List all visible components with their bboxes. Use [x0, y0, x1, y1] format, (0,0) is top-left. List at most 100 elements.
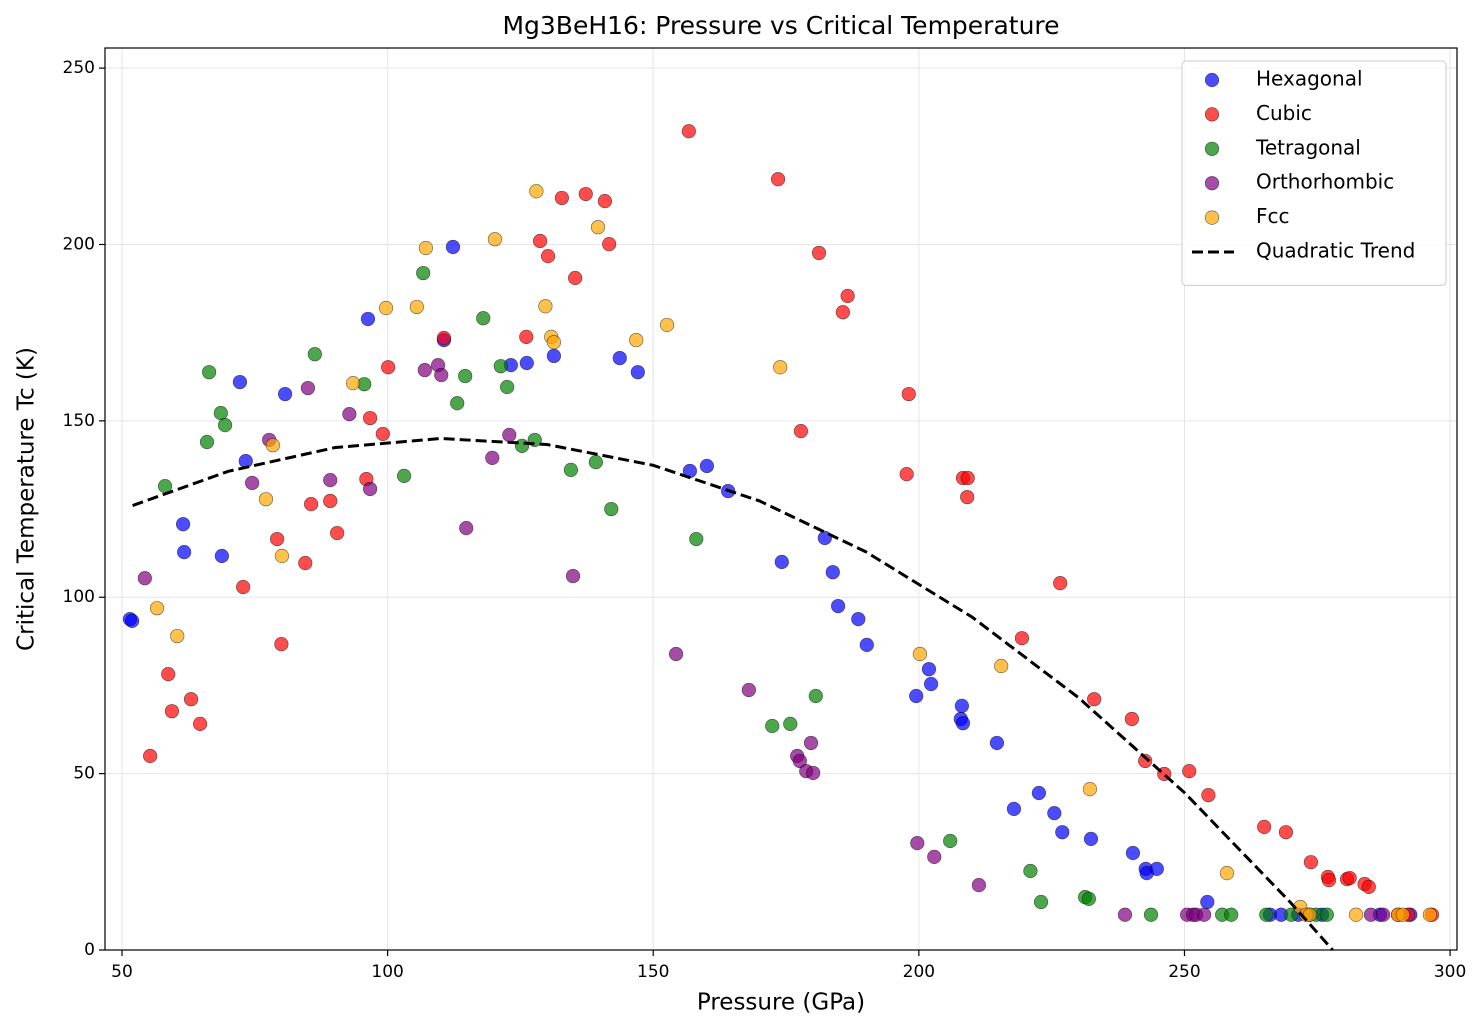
- scatter-point: [1082, 782, 1098, 797]
- scatter-point: [825, 565, 840, 580]
- y-tick-label: 100: [63, 587, 95, 607]
- legend-marker: [1204, 72, 1220, 88]
- scatter-point: [612, 350, 627, 366]
- scatter-point: [806, 765, 821, 781]
- scatter-point: [1278, 825, 1294, 840]
- scatter-point: [909, 688, 924, 704]
- scatter-point: [989, 735, 1005, 751]
- scatter-point: [519, 355, 534, 371]
- scatter-point: [1361, 879, 1376, 894]
- scatter-point: [1284, 907, 1299, 922]
- scatter-point: [1319, 907, 1334, 922]
- scatter-point: [304, 497, 319, 512]
- scatter-point: [840, 288, 855, 304]
- scatter-point: [602, 237, 617, 252]
- scatter-point: [1033, 894, 1049, 910]
- scatter-point: [476, 311, 491, 326]
- legend-label: Cubic: [1256, 101, 1312, 125]
- scatter-point: [1053, 576, 1068, 591]
- x-tick-label: 150: [637, 962, 669, 982]
- scatter-point: [792, 753, 807, 769]
- scatter-point: [546, 335, 561, 350]
- y-tick-label: 200: [63, 234, 95, 254]
- scatter-point: [540, 249, 556, 264]
- scatter-point: [1257, 819, 1272, 834]
- scatter-point: [1342, 870, 1357, 886]
- scatter-point: [434, 367, 449, 383]
- chart-title: Mg3BeH16: Pressure vs Critical Temperatu…: [502, 11, 1059, 40]
- scatter-point: [529, 184, 544, 199]
- scatter-point: [803, 735, 819, 751]
- scatter-point: [1083, 831, 1099, 846]
- scatter-point: [565, 568, 581, 584]
- scatter-point: [741, 682, 756, 698]
- x-tick-label: 100: [371, 962, 403, 982]
- scatter-point: [1031, 785, 1047, 801]
- scatter-point: [323, 473, 338, 488]
- scatter-point: [238, 453, 253, 469]
- scatter-point: [597, 193, 612, 209]
- scatter-point: [514, 438, 530, 454]
- scatter-point: [177, 544, 192, 560]
- scatter-point: [450, 396, 465, 411]
- scatter-point: [831, 598, 846, 614]
- legend-box: [1181, 60, 1447, 286]
- scatter-point: [689, 531, 704, 547]
- scatter-point: [396, 468, 412, 483]
- scatter-point: [199, 434, 215, 450]
- scatter-point: [1197, 907, 1212, 922]
- scatter-point: [859, 637, 874, 652]
- scatter-point: [418, 240, 433, 256]
- scatter-point: [161, 667, 176, 682]
- scatter-point: [137, 571, 152, 586]
- scatter-point: [629, 332, 644, 348]
- scatter-point: [901, 386, 916, 402]
- scatter-point: [699, 458, 714, 474]
- scatter-point: [546, 348, 561, 364]
- scatter-point: [493, 359, 508, 374]
- scatter-point: [630, 365, 645, 380]
- scatter-point: [835, 305, 850, 320]
- scatter-point: [175, 517, 191, 532]
- legend: Hexagonal Cubic Tetragonal Orthorhombic Fcc Q…: [1181, 60, 1447, 286]
- scatter-point: [899, 467, 914, 482]
- scatter-point: [1125, 845, 1141, 861]
- scatter-point: [1224, 907, 1239, 922]
- x-tick-label: 50: [111, 962, 133, 982]
- scatter-point: [330, 525, 345, 541]
- scatter-point: [1014, 631, 1030, 646]
- scatter-point: [214, 548, 229, 564]
- scatter-point: [851, 612, 866, 627]
- legend-label: Quadratic Trend: [1256, 239, 1415, 263]
- legend-marker: [1204, 210, 1220, 225]
- scatter-point: [362, 410, 378, 426]
- scatter-point: [245, 475, 260, 491]
- scatter-point: [375, 426, 390, 442]
- scatter-point: [1138, 753, 1153, 769]
- scatter-point: [487, 232, 503, 247]
- scatter-point: [164, 704, 180, 719]
- scatter-point: [765, 718, 780, 734]
- scatter-point: [519, 329, 534, 345]
- legend-marker: [1204, 141, 1220, 156]
- scatter-point: [217, 417, 233, 433]
- scatter-point: [265, 438, 280, 453]
- scatter-point: [183, 692, 199, 707]
- scatter-point: [1023, 863, 1038, 879]
- scatter-point: [416, 265, 431, 281]
- legend-label: Orthorhombic: [1256, 170, 1394, 194]
- plot-frame: [104, 47, 1458, 951]
- scatter-point: [1200, 894, 1215, 910]
- x-tick-label: 300: [1434, 962, 1466, 982]
- scatter-point: [783, 716, 798, 731]
- scatter-point: [1219, 865, 1235, 881]
- y-tick-label: 250: [63, 58, 95, 78]
- scatter-point: [960, 489, 975, 505]
- scatter-point: [458, 368, 473, 384]
- scatter-point: [298, 555, 313, 571]
- scatter-point: [360, 311, 376, 327]
- legend-label: Tetragonal: [1255, 135, 1361, 159]
- scatter-point: [808, 688, 823, 704]
- scatter-point: [554, 190, 569, 206]
- scatter-point: [1006, 801, 1022, 816]
